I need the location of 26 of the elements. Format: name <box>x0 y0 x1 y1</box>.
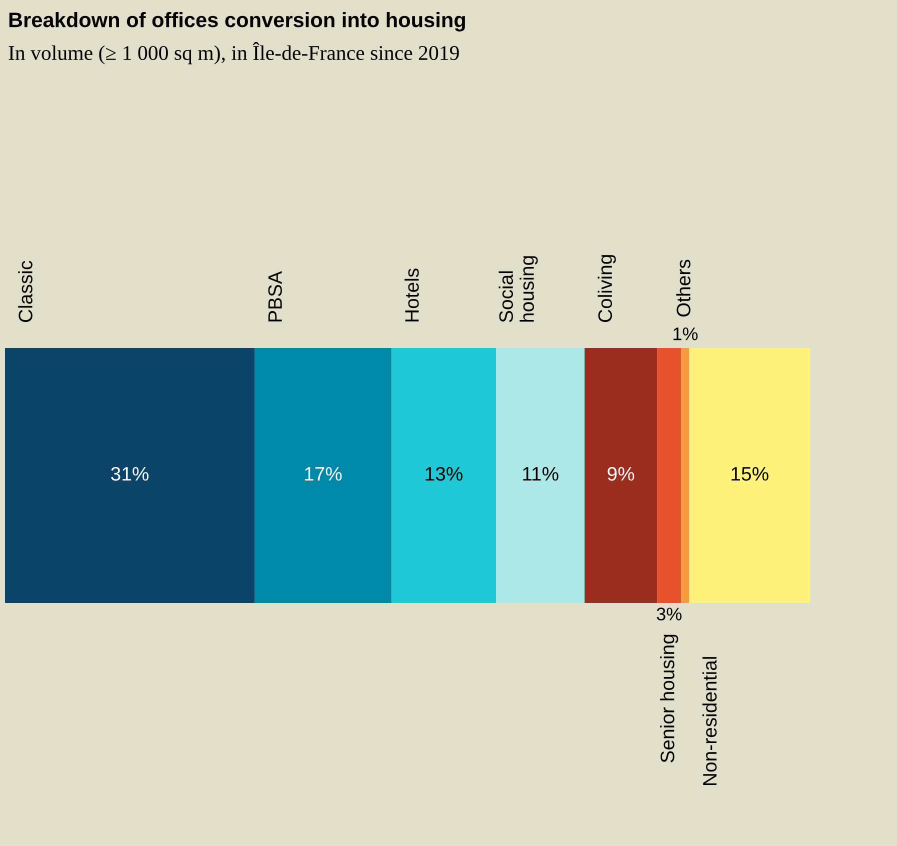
data-label: 17% <box>305 467 342 481</box>
text: Hotels <box>404 268 419 322</box>
data-label: 1% <box>674 328 698 340</box>
bar <box>496 348 585 603</box>
bar <box>5 348 255 603</box>
data-label: 9% <box>608 466 634 481</box>
text: PBSA <box>268 271 282 322</box>
bar <box>689 348 810 603</box>
bar <box>391 348 496 603</box>
data-label: 11% <box>523 467 558 481</box>
data-label: 31% <box>111 466 149 481</box>
text: Coliving <box>598 255 616 322</box>
text: Senior housing <box>660 634 678 762</box>
data-label: 15% <box>732 467 768 481</box>
data-label: 13% <box>426 466 462 481</box>
text: Social housing <box>498 256 538 322</box>
text: Non-residential <box>702 657 717 785</box>
bar <box>657 348 682 603</box>
bar <box>254 348 392 603</box>
bar <box>584 348 658 603</box>
text: Classic <box>18 260 32 322</box>
data-label: 3% <box>656 608 682 620</box>
text: Others <box>676 260 690 317</box>
chart-title: Breakdown of offices conversion into housing <box>9 12 465 32</box>
bar <box>681 348 690 603</box>
chart-subtitle: In volume (≥ 1 000 sq m), in Île-de-France since 2019 <box>8 42 459 64</box>
